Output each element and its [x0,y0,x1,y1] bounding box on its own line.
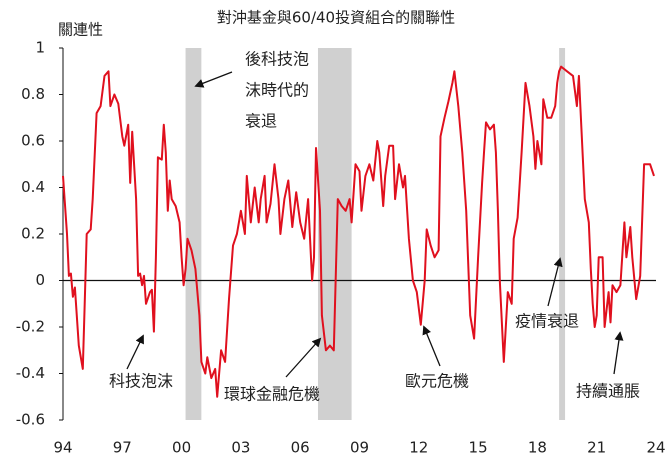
annotation: 衰退 [245,112,277,131]
y-tick-label: 0.8 [21,85,45,103]
annotation: 持續通脹 [576,382,640,401]
y-tick-label: -0.2 [16,318,45,336]
x-tick-label: 18 [528,439,547,457]
x-tick-label: 21 [587,439,606,457]
x-tick-label: 15 [469,439,488,457]
x-tick-label: 94 [53,439,72,457]
y-tick-label: 1 [35,39,45,57]
annotation: 疫情衰退 [515,312,579,331]
annotation: 環球金融危機 [224,385,320,404]
annotation: 科技泡沫 [109,372,173,391]
y-tick-label: -0.6 [16,411,45,429]
chart-title: 對沖基金與60/40投資組合的關聯性 [217,9,455,27]
annotation-arrow [126,334,144,370]
x-tick-label: 97 [113,439,132,457]
annotation: 後科技泡 [245,50,309,69]
y-tick-label: 0.6 [21,132,45,150]
shaded-range [317,48,352,420]
annotation-arrow [194,71,233,88]
x-tick-label: 06 [291,439,310,457]
y-tick-label: 0.2 [21,225,45,243]
x-tick-label: 03 [231,439,250,457]
annotation-arrow [422,325,441,367]
annotation: 歐元危機 [405,372,469,391]
y-tick-label: -0.4 [16,364,45,382]
annotation-arrow [613,331,624,375]
annotation: 沫時代的 [245,81,309,100]
x-tick-label: 12 [409,439,428,457]
y-tick-label: 0 [35,271,45,289]
x-tick-label: 00 [172,439,191,457]
shaded-range [559,48,566,420]
x-tick-label: 09 [350,439,369,457]
annotation-arrow [285,337,322,378]
y-axis-label: 關連性 [58,21,103,39]
annotation-arrow [547,257,563,307]
shaded-range [185,48,202,420]
x-tick-label: 24 [646,439,665,457]
series-line [62,65,655,398]
y-tick-label: 0.4 [21,178,45,196]
